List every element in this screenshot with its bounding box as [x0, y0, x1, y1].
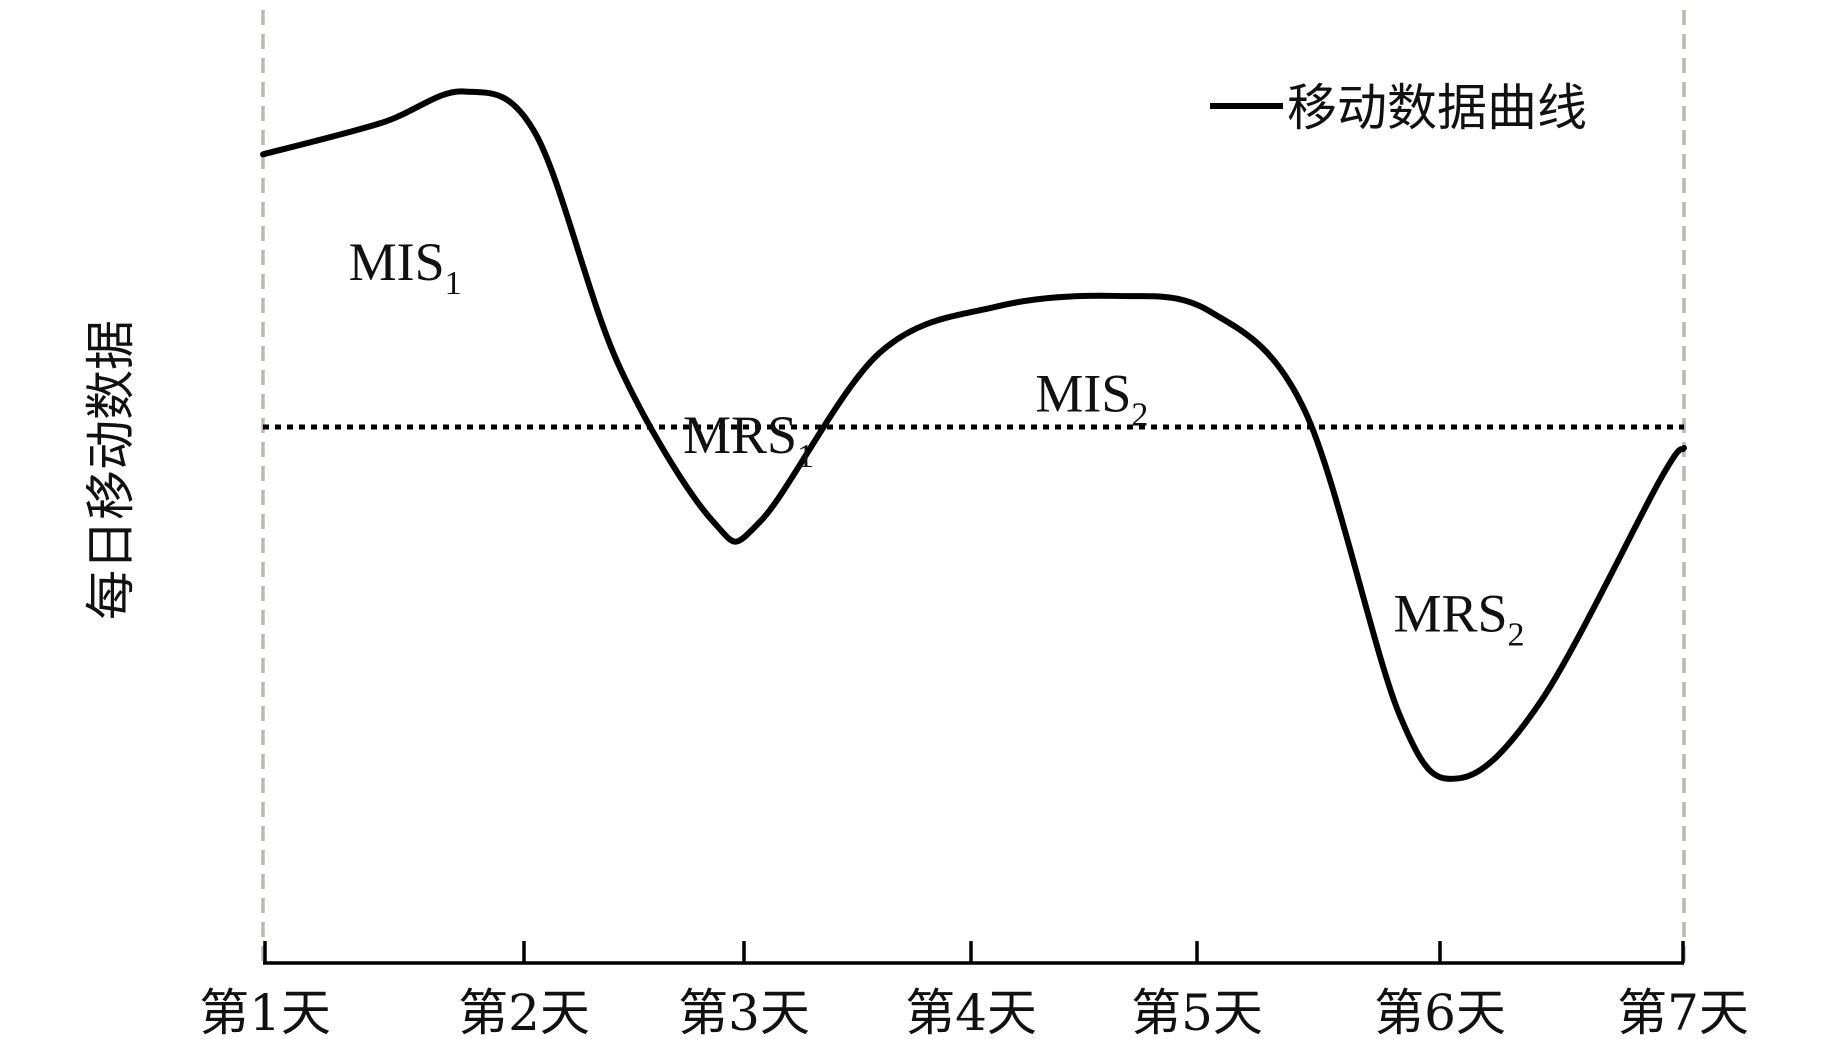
- region-label-4: MRS2: [1393, 583, 1524, 653]
- region-label-2: MRS1: [683, 405, 814, 475]
- y-axis-label: 每日移动数据: [82, 320, 140, 620]
- x-axis-ticks: [263, 941, 1685, 963]
- x-tick-label: 第7天: [1617, 984, 1749, 1039]
- series-line-mobile-data: [260, 88, 1687, 782]
- x-tick-label: 第1天: [199, 984, 331, 1039]
- region-label-3: MIS2: [1035, 363, 1148, 433]
- x-tick-label: 第5天: [1131, 984, 1263, 1039]
- legend: 移动数据曲线: [1210, 79, 1587, 137]
- day-boundaries: [261, 10, 1686, 963]
- region-annotations: MIS1 MRS1 MIS2 MRS2: [349, 232, 1525, 653]
- x-tick-labels: 第1天 第2天 第3天 第4天 第5天 第6天 第7天: [199, 984, 1749, 1039]
- x-tick-label: 第2天: [458, 984, 590, 1039]
- x-tick-label: 第3天: [678, 984, 810, 1039]
- region-label-1: MIS1: [349, 232, 462, 302]
- legend-label: 移动数据曲线: [1287, 79, 1587, 137]
- x-tick-label: 第6天: [1374, 984, 1506, 1039]
- x-tick-label: 第4天: [905, 984, 1037, 1039]
